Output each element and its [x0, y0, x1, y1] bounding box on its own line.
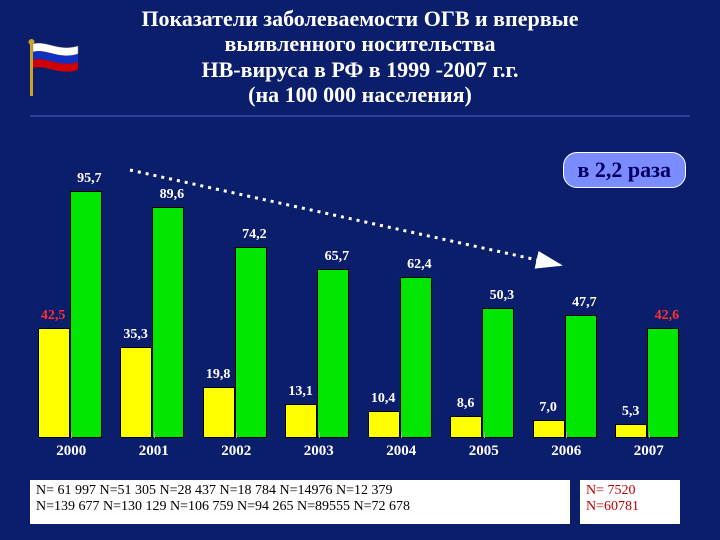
bar-green — [565, 315, 597, 438]
bar-green — [317, 269, 349, 439]
title-line-2: выявленного носительства — [224, 31, 495, 56]
n-main-line2: N=139 677 N=130 129 N=106 759 N=94 265 N… — [36, 499, 564, 515]
title-line-4: (на 100 000 населения) — [248, 82, 472, 107]
x-tick — [649, 432, 650, 438]
n-values-main: N= 61 997 N=51 305 N=28 437 N=18 784 N=1… — [30, 480, 570, 524]
bar-label-yellow: 13,1 — [282, 384, 318, 400]
bar-green — [152, 207, 184, 438]
bar-group: 13,165,72003 — [282, 180, 355, 438]
slide-title: Показатели заболеваемости ОГВ и впервые … — [0, 0, 720, 109]
x-category-label: 2006 — [530, 443, 603, 460]
russian-flag-icon — [24, 38, 88, 98]
x-tick — [236, 432, 237, 438]
bar-group: 8,650,32005 — [447, 180, 520, 438]
x-tick — [319, 432, 320, 438]
bar-label-green: 47,7 — [566, 295, 602, 311]
bar-green — [70, 191, 102, 438]
chart-plot: 42,595,7200035,389,6200119,874,2200213,1… — [30, 180, 690, 438]
n-right-line2: N=60781 — [586, 499, 674, 515]
x-tick — [401, 432, 402, 438]
bar-green — [647, 328, 679, 438]
bar-green — [400, 277, 432, 438]
bar-green — [482, 308, 514, 438]
bar-yellow — [368, 411, 400, 438]
bar-label-yellow: 8,6 — [447, 396, 483, 412]
bar-label-green: 89,6 — [154, 187, 190, 203]
chart-area: 42,595,7200035,389,6200119,874,2200213,1… — [30, 140, 690, 462]
bar-label-yellow: 35,3 — [117, 327, 153, 343]
bar-label-green: 50,3 — [484, 288, 520, 304]
bar-green — [235, 247, 267, 438]
x-category-label: 2007 — [612, 443, 685, 460]
bar-yellow — [38, 328, 70, 438]
bar-group: 35,389,62001 — [117, 180, 190, 438]
bar-label-green: 42,6 — [649, 308, 685, 324]
n-values-right: N= 7520 N=60781 — [580, 480, 680, 524]
bar-group: 10,462,42004 — [365, 180, 438, 438]
x-category-label: 2002 — [200, 443, 273, 460]
bar-yellow — [450, 416, 482, 438]
n-values-gap — [570, 480, 580, 524]
bar-group: 19,874,22002 — [200, 180, 273, 438]
bar-yellow — [615, 424, 647, 438]
bar-label-yellow: 10,4 — [365, 391, 401, 407]
n-right-line1: N= 7520 — [586, 483, 674, 499]
bar-label-yellow: 19,8 — [200, 367, 236, 383]
bar-yellow — [120, 347, 152, 438]
title-divider — [30, 115, 690, 117]
title-line-1: Показатели заболеваемости ОГВ и впервые — [141, 6, 578, 31]
n-values-box: N= 61 997 N=51 305 N=28 437 N=18 784 N=1… — [30, 480, 680, 524]
bar-group: 5,342,62007 — [612, 180, 685, 438]
x-tick — [484, 432, 485, 438]
x-category-label: 2000 — [35, 443, 108, 460]
bar-label-green: 62,4 — [401, 257, 437, 273]
x-tick — [566, 432, 567, 438]
bar-label-green: 65,7 — [319, 249, 355, 265]
bar-label-green: 74,2 — [236, 227, 272, 243]
slide-root: Показатели заболеваемости ОГВ и впервые … — [0, 0, 720, 540]
n-main-line1: N= 61 997 N=51 305 N=28 437 N=18 784 N=1… — [36, 483, 564, 499]
bar-yellow — [203, 387, 235, 438]
x-tick — [154, 432, 155, 438]
bar-yellow — [285, 404, 317, 438]
bar-label-yellow: 5,3 — [612, 404, 648, 420]
x-category-label: 2001 — [117, 443, 190, 460]
bar-yellow — [533, 420, 565, 438]
bar-label-yellow: 7,0 — [530, 400, 566, 416]
bar-group: 7,047,72006 — [530, 180, 603, 438]
bar-group: 42,595,72000 — [35, 180, 108, 438]
x-category-label: 2003 — [282, 443, 355, 460]
title-line-3: НВ-вируса в РФ в 1999 -2007 г.г. — [201, 57, 518, 82]
x-category-label: 2005 — [447, 443, 520, 460]
x-category-label: 2004 — [365, 443, 438, 460]
bar-label-green: 95,7 — [71, 171, 107, 187]
x-tick — [71, 432, 72, 438]
bar-label-yellow: 42,5 — [35, 308, 71, 324]
